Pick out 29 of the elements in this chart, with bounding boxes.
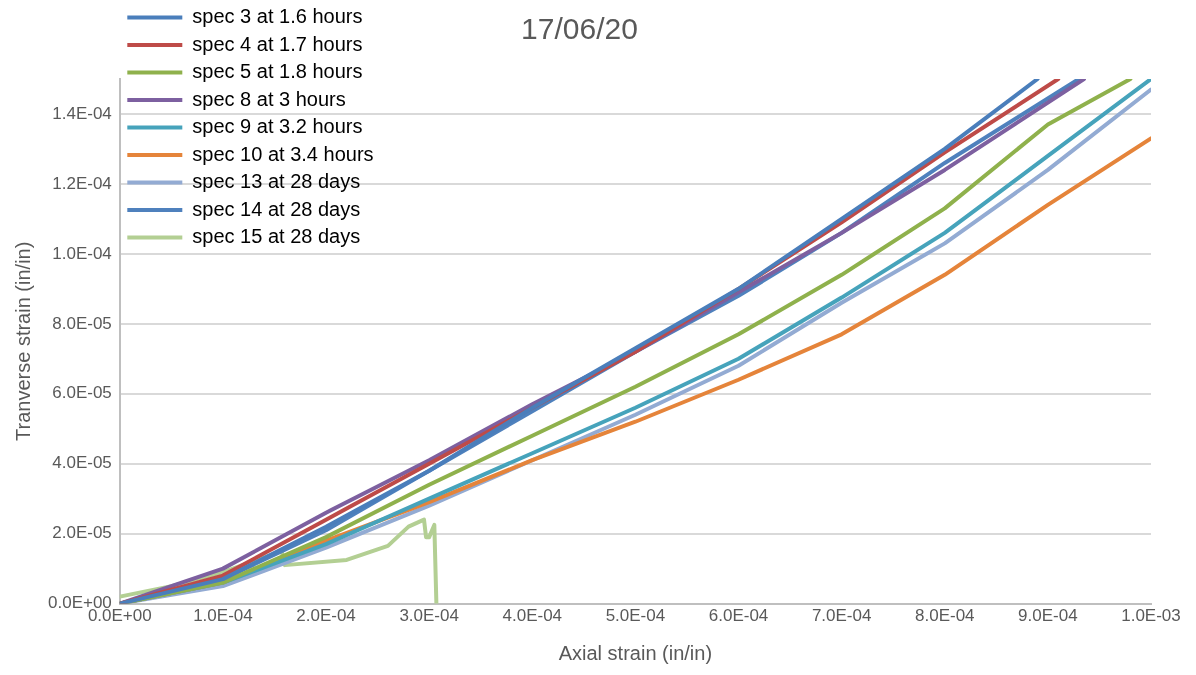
x-tick-label: 2.0E-04 — [296, 606, 356, 626]
legend-label: spec 9 at 3.2 hours — [192, 115, 363, 138]
legend-label: spec 4 at 1.7 hours — [192, 32, 363, 55]
legend-label: spec 5 at 1.8 hours — [192, 60, 363, 83]
x-tick-label: 5.0E-04 — [605, 606, 666, 626]
legend-label: spec 10 at 3.4 hours — [192, 142, 374, 165]
legend-label: spec 3 at 1.6 hours — [192, 5, 363, 28]
y-axis-title: Tranverse strain (in/in) — [11, 241, 34, 441]
x-tick-label: 6.0E-04 — [708, 606, 769, 626]
y-tick-label: 1.4E-04 — [52, 103, 112, 123]
x-tick-label: 1.0E-04 — [193, 606, 253, 626]
y-tick-label: 1.2E-04 — [52, 173, 112, 193]
y-tick-label: 4.0E-05 — [52, 453, 112, 473]
y-tick-label: 1.0E-04 — [52, 243, 112, 263]
legend-label: spec 14 at 28 days — [192, 197, 361, 220]
x-tick-label: 1.0E-03 — [1121, 606, 1181, 626]
x-axis-title: Axial strain (in/in) — [558, 641, 713, 664]
x-tick-label: 4.0E-04 — [502, 606, 563, 626]
x-tick-label: 8.0E-04 — [914, 606, 975, 626]
chart-title: 17/06/20 — [521, 12, 638, 46]
x-tick-label: 3.0E-04 — [399, 606, 459, 626]
y-tick-label: 8.0E-05 — [52, 313, 112, 333]
y-tick-label: 6.0E-05 — [52, 383, 112, 403]
y-tick-label: 2.0E-05 — [52, 523, 112, 543]
legend-label: spec 15 at 28 days — [192, 225, 361, 248]
legend-label: spec 13 at 28 days — [192, 170, 361, 193]
x-tick-label: 7.0E-04 — [811, 606, 872, 626]
x-tick-label: 9.0E-04 — [1018, 606, 1078, 626]
legend-label: spec 8 at 3 hours — [192, 87, 346, 110]
